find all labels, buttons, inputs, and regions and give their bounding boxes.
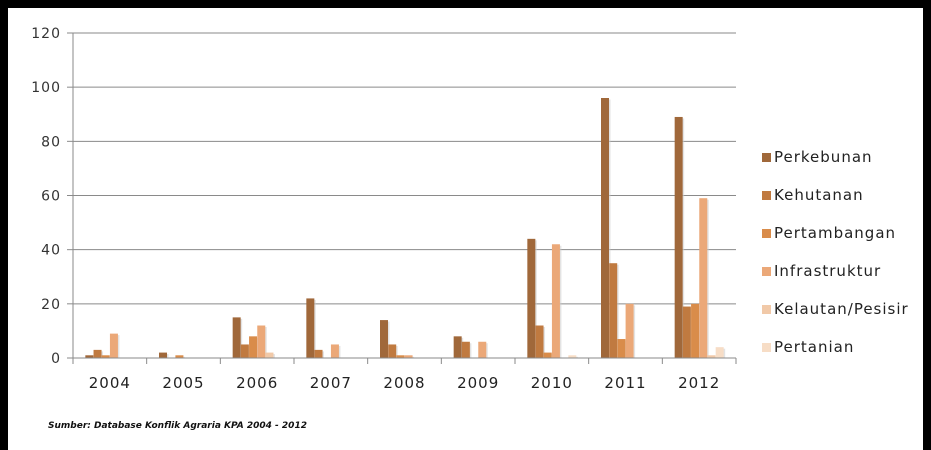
bar: [527, 238, 536, 358]
bar: [257, 325, 266, 358]
x-tick-label: 2008: [383, 374, 425, 392]
legend-label: Pertambangan: [774, 224, 896, 242]
bar-chart: 0 20 40 60 80 100 120 2004 2005 2006 2007 2008 2009…: [31, 26, 909, 431]
bar: [601, 98, 609, 358]
legend-swatch: [762, 267, 771, 276]
bar: [396, 355, 405, 358]
x-tick-label: 2006: [236, 374, 278, 392]
bars: [85, 98, 726, 358]
y-tick-label: 80: [41, 134, 61, 150]
bar: [699, 198, 708, 358]
bar: [691, 303, 700, 358]
bar: [159, 352, 167, 358]
bar: [453, 336, 462, 358]
source-note: Sumber: Database Konflik Agraria KPA 200…: [48, 421, 307, 431]
bar: [715, 347, 724, 358]
bar: [314, 349, 323, 358]
legend: Perkebunan Kehutanan Pertambangan Infrastru…: [762, 148, 909, 356]
bar: [249, 336, 258, 358]
legend-label: Kehutanan: [774, 186, 864, 204]
bar: [625, 303, 634, 358]
bar: [93, 349, 102, 358]
grid-lines: [73, 32, 736, 359]
bar: [306, 298, 315, 358]
bar: [682, 306, 691, 358]
bar: [674, 116, 683, 358]
bar: [85, 355, 94, 358]
legend-swatch: [762, 343, 771, 352]
bar: [535, 325, 544, 358]
bar: [101, 355, 110, 358]
legend-swatch: [762, 305, 771, 314]
bar: [265, 352, 274, 358]
y-tick-label: 100: [31, 80, 61, 96]
bar: [609, 263, 618, 358]
bar: [388, 344, 397, 358]
bar: [380, 320, 388, 358]
legend-swatch: [762, 229, 771, 238]
bar: [330, 344, 339, 358]
bar: [461, 341, 470, 358]
bar: [551, 244, 560, 358]
bar: [543, 352, 552, 358]
x-tick-label: 2012: [678, 374, 720, 392]
x-axis: 2004 2005 2006 2007 2008 2009 2010 2011 2012: [72, 357, 737, 392]
y-axis: 0 20 40 60 80 100 120: [31, 26, 74, 367]
bar: [175, 355, 184, 358]
bar: [404, 355, 413, 358]
bar: [707, 355, 716, 358]
x-tick-label: 2005: [162, 374, 204, 392]
legend-label: Kelautan/Pesisir: [774, 300, 909, 318]
legend-label: Infrastruktur: [774, 262, 881, 280]
x-tick-label: 2010: [531, 374, 573, 392]
x-tick-label: 2007: [310, 374, 352, 392]
bar: [568, 355, 577, 358]
y-tick-label: 120: [31, 26, 61, 42]
legend-label: Pertanian: [774, 338, 854, 356]
x-tick-label: 2009: [457, 374, 499, 392]
bar: [109, 333, 118, 358]
y-tick-label: 20: [41, 297, 61, 313]
y-tick-label: 40: [41, 243, 61, 259]
y-tick-label: 0: [51, 351, 61, 367]
legend-swatch: [762, 153, 771, 162]
y-tick-label: 60: [41, 189, 61, 205]
legend-label: Perkebunan: [774, 148, 873, 166]
x-tick-label: 2004: [89, 374, 131, 392]
bar: [240, 344, 249, 358]
bar: [478, 341, 487, 358]
x-tick-label: 2011: [604, 374, 646, 392]
bar: [232, 317, 241, 358]
bar: [617, 339, 626, 358]
legend-swatch: [762, 191, 771, 200]
